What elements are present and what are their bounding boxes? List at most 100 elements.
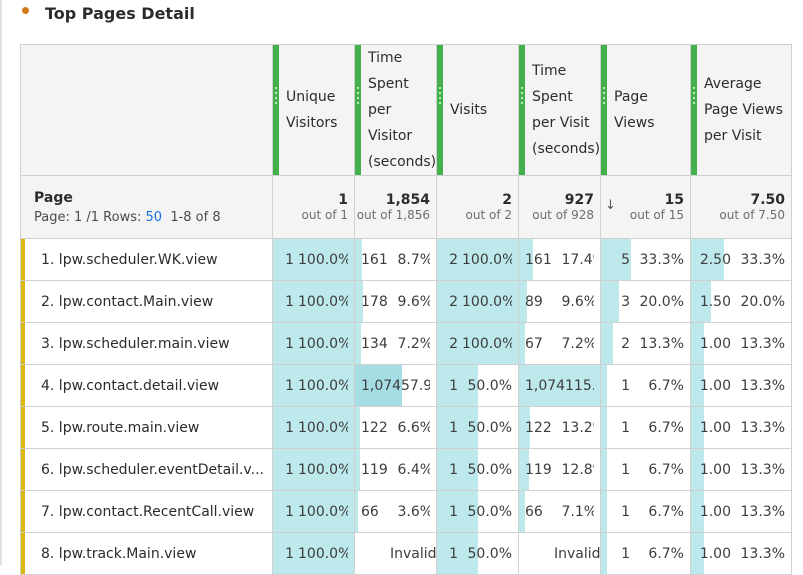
dimension-label[interactable]: Page [34,189,73,206]
metric-cell[interactable]: 1 100.0% [272,532,355,575]
page-name[interactable]: 2. lpw.contact.Main.view [20,280,273,323]
column-resize-handle[interactable] [601,45,607,175]
metric-cell[interactable]: 119 12.8% [518,448,601,491]
total-out-of: out of 1 [301,208,348,222]
column-resize-handle[interactable] [437,45,443,175]
column-header[interactable]: Page Views [600,44,691,176]
percent-bar [273,323,354,364]
metric-cell[interactable]: 1 6.7% [600,364,691,407]
metric-cell[interactable]: 1 100.0% [272,364,355,407]
table-row[interactable]: 2. lpw.contact.Main.view 1 100.0% 178 9.6% 2 1… [20,280,792,323]
metric-cell[interactable]: 2 13.3% [600,322,691,365]
metric-cell[interactable]: 1.50 20.0% [690,280,792,323]
cell-value: 1 [285,461,294,478]
metric-cell[interactable]: 1 6.7% [600,448,691,491]
metric-cell[interactable]: 1 100.0% [272,280,355,323]
column-header[interactable]: Unique Visitors [272,44,355,176]
page-name[interactable]: 8. lpw.track.Main.view [20,532,273,575]
cell-percent: 100.0% [462,251,512,268]
metric-cell[interactable]: 1.00 13.3% [690,322,792,365]
metric-cell[interactable]: 1 50.0% [436,490,519,533]
metric-cell[interactable]: 1 6.7% [600,490,691,533]
metric-cell[interactable]: 122 6.6% [354,406,437,449]
panel-border [0,0,2,565]
cell-percent: 3.6% [397,503,431,520]
metric-cell[interactable]: 161 8.7% [354,238,437,281]
table-row[interactable]: 6. lpw.scheduler.eventDetail.v... 1 100.0%… [20,448,792,491]
cell-percent: 13.3% [740,335,785,352]
metric-cell[interactable]: 1 50.0% [436,406,519,449]
cell-value: 134 [361,335,388,352]
percent-bar [519,449,530,490]
table-row[interactable]: 1. lpw.scheduler.WK.view 1 100.0% 161 8.7% 2 1… [20,238,792,281]
column-resize-handle[interactable] [519,45,525,175]
metric-cell[interactable]: 2.50 33.3% [690,238,792,281]
page-name[interactable]: 5. lpw.route.main.view [20,406,273,449]
page-name[interactable]: 1. lpw.scheduler.WK.view [20,238,273,281]
arrow-down-icon[interactable]: ↓ [605,198,616,213]
metric-cell[interactable]: 2 100.0% [436,280,519,323]
rows-per-page-link[interactable]: 50 [145,209,163,225]
percent-bar [437,449,478,490]
cell-value: 1 [285,251,294,268]
metric-cell[interactable]: 1.00 13.3% [690,490,792,533]
metric-cell[interactable]: 1 100.0% [272,490,355,533]
percent-bar [273,407,354,448]
metric-cell[interactable]: 119 6.4% [354,448,437,491]
table-row[interactable]: 3. lpw.scheduler.main.view 1 100.0% 134 7.2%… [20,322,792,365]
metric-cell[interactable]: 2 100.0% [436,322,519,365]
metric-cell[interactable]: 134 7.2% [354,322,437,365]
metric-cell[interactable]: 1 50.0% [436,532,519,575]
page-name[interactable]: 7. lpw.contact.RecentCall.view [20,490,273,533]
metric-cell[interactable]: 5 33.3% [600,238,691,281]
metric-cell[interactable]: 2 100.0% [436,238,519,281]
metric-cell[interactable]: 1 100.0% [272,238,355,281]
column-header[interactable]: Average Page Views per Visit [690,44,792,176]
metric-cell[interactable]: 122 13.2% [518,406,601,449]
percent-bar [691,407,705,448]
metric-cell[interactable]: 67 7.2% [518,322,601,365]
metric-cell[interactable]: 1 6.7% [600,532,691,575]
metric-cell[interactable]: 1 100.0% [272,448,355,491]
metric-cell[interactable]: 1.00 13.3% [690,364,792,407]
table-row[interactable]: 5. lpw.route.main.view 1 100.0% 122 6.6% 1 50.… [20,406,792,449]
page-name[interactable]: 4. lpw.contact.detail.view [20,364,273,407]
table-row[interactable]: 8. lpw.track.Main.view 1 100.0% Invalid 1 50.… [20,532,792,575]
column-header[interactable]: Time Spent per Visit (seconds) [518,44,601,176]
metric-cell[interactable]: 1.00 13.3% [690,448,792,491]
metric-cell[interactable]: 89 9.6% [518,280,601,323]
page-name[interactable]: 3. lpw.scheduler.main.view [20,322,273,365]
metric-cell[interactable]: 66 7.1% [518,490,601,533]
metric-cell[interactable]: 1 100.0% [272,322,355,365]
metric-cell[interactable]: 1.00 13.3% [690,532,792,575]
table-row[interactable]: 7. lpw.contact.RecentCall.view 1 100.0% 66 3… [20,490,792,533]
metric-cell[interactable]: 1 50.0% [436,448,519,491]
column-label: Time Spent per Visitor (seconds) [368,50,437,170]
percent-bar [355,449,361,490]
cell-value: 1.00 [699,419,731,436]
column-header[interactable]: Visits [436,44,519,176]
metric-cell[interactable]: Invalid [354,532,437,575]
metric-cell[interactable]: 161 17.4% [518,238,601,281]
column-resize-handle[interactable] [273,45,279,175]
cell-value: 1 [621,419,630,436]
metric-cell[interactable]: 1 50.0% [436,364,519,407]
column-resize-handle[interactable] [355,45,361,175]
metric-cell[interactable]: 1.00 13.3% [690,406,792,449]
metric-cell[interactable]: 1 6.7% [600,406,691,449]
column-header[interactable]: Time Spent per Visitor (seconds) [354,44,437,176]
metric-cell[interactable]: Invalid [518,532,601,575]
metric-cell[interactable]: 3 20.0% [600,280,691,323]
metric-cell[interactable]: 1 100.0% [272,406,355,449]
table-row[interactable]: 4. lpw.contact.detail.view 1 100.0% 1,074 57… [20,364,792,407]
page-name[interactable]: 6. lpw.scheduler.eventDetail.v... [20,448,273,491]
dimension-header[interactable]: Page Page: 1 /1 Rows: 50 1-8 of 8 [20,175,273,239]
column-resize-handle[interactable] [691,45,697,175]
cell-percent: 100.0% [298,419,348,436]
cell-percent: 12.8% [561,461,595,478]
cell-percent: 13.3% [740,503,785,520]
metric-cell[interactable]: 66 3.6% [354,490,437,533]
metric-cell[interactable]: 178 9.6% [354,280,437,323]
